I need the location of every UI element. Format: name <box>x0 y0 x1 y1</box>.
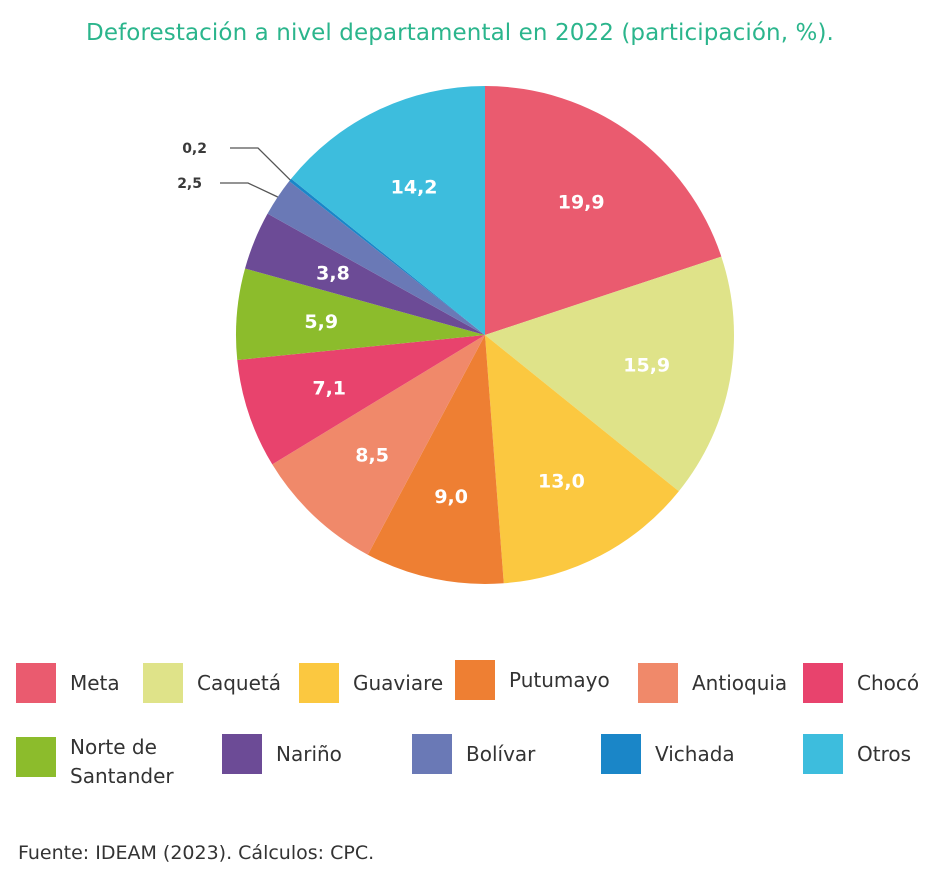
legend-label-narino: Nariño <box>276 742 342 766</box>
legend-swatch-otros <box>803 734 843 774</box>
legend-swatch-narino <box>222 734 262 774</box>
legend-label-norte-de-santander: Norte de Santander <box>70 735 174 788</box>
legend-swatch-putumayo <box>455 660 495 700</box>
legend-label-antioquia: Antioquia <box>692 671 788 695</box>
legend-label-bolivar: Bolívar <box>466 742 536 766</box>
legend-item-narino: Nariño <box>222 734 342 774</box>
legend-swatch-choco <box>803 663 843 703</box>
data-label-putumayo: 9,0 <box>434 486 468 508</box>
legend-label-otros: Otros <box>857 742 912 766</box>
legend-label-caqueta: Caquetá <box>197 671 281 695</box>
legend-item-guaviare: Guaviare <box>299 663 443 703</box>
legend-item-choco: Chocó <box>803 663 919 703</box>
pie-slice-guaviare <box>485 335 679 584</box>
data-label-antioquia: 8,5 <box>355 444 389 466</box>
legend-item-vichada: Vichada <box>601 734 735 774</box>
data-label-choco: 7,1 <box>312 377 346 399</box>
leader-line-bolivar <box>220 182 279 198</box>
legend-item-putumayo: Putumayo <box>455 660 610 700</box>
pie-slice-vichada <box>289 178 485 335</box>
legend-swatch-bolivar <box>412 734 452 774</box>
legend-swatch-vichada <box>601 734 641 774</box>
data-label-vichada: 0,2 <box>182 141 207 157</box>
legend-item-norte-de-santander: Norte de Santander <box>16 735 190 791</box>
pie-slice-narino <box>245 213 485 335</box>
pie-slice-otros <box>291 86 485 335</box>
data-label-bolivar: 2,5 <box>177 176 202 192</box>
legend-swatch-meta <box>16 663 56 703</box>
legend-label-meta: Meta <box>70 671 120 695</box>
legend-item-antioquia: Antioquia <box>638 663 787 703</box>
pie-slice-bolivar <box>267 181 485 335</box>
legend-label-vichada: Vichada <box>655 742 735 766</box>
legend-swatch-antioquia <box>638 663 678 703</box>
data-label-otros: 14,2 <box>391 177 438 199</box>
pie-slice-antioquia <box>272 335 485 555</box>
pie-slice-norte-de-santander <box>236 268 485 360</box>
leader-line-vichada <box>230 147 291 181</box>
legend-swatch-norte-de-santander <box>16 737 56 777</box>
legend-label-guaviare: Guaviare <box>353 671 444 695</box>
source-note: Fuente: IDEAM (2023). Cálculos: CPC. <box>18 842 375 864</box>
pie-slice-meta <box>485 86 722 335</box>
legend-label-choco: Chocó <box>857 671 920 695</box>
data-label-meta: 19,9 <box>558 192 605 214</box>
data-label-caqueta: 15,9 <box>623 354 670 376</box>
data-label-narino: 3,8 <box>316 263 350 285</box>
chart-title: Deforestación a nivel departamental en 2… <box>86 20 834 46</box>
data-label-guaviare: 13,0 <box>538 470 585 492</box>
legend-item-otros: Otros <box>803 734 911 774</box>
legend-item-caqueta: Caquetá <box>143 663 281 703</box>
legend-swatch-guaviare <box>299 663 339 703</box>
legend-item-bolivar: Bolívar <box>412 734 535 774</box>
data-label-norte-de-santander: 5,9 <box>304 311 338 333</box>
pie-chart: 19,9 15,9 13,0 9,0 8,5 7,1 5,9 3,8 2,5 0,2 14,2 <box>177 86 734 584</box>
pie-slice-choco <box>237 335 485 465</box>
legend-swatch-caqueta <box>143 663 183 703</box>
legend-item-meta: Meta <box>16 663 120 703</box>
legend-label-putumayo: Putumayo <box>509 668 610 692</box>
pie-slice-putumayo <box>367 335 504 584</box>
pie-slice-caqueta <box>485 256 734 492</box>
